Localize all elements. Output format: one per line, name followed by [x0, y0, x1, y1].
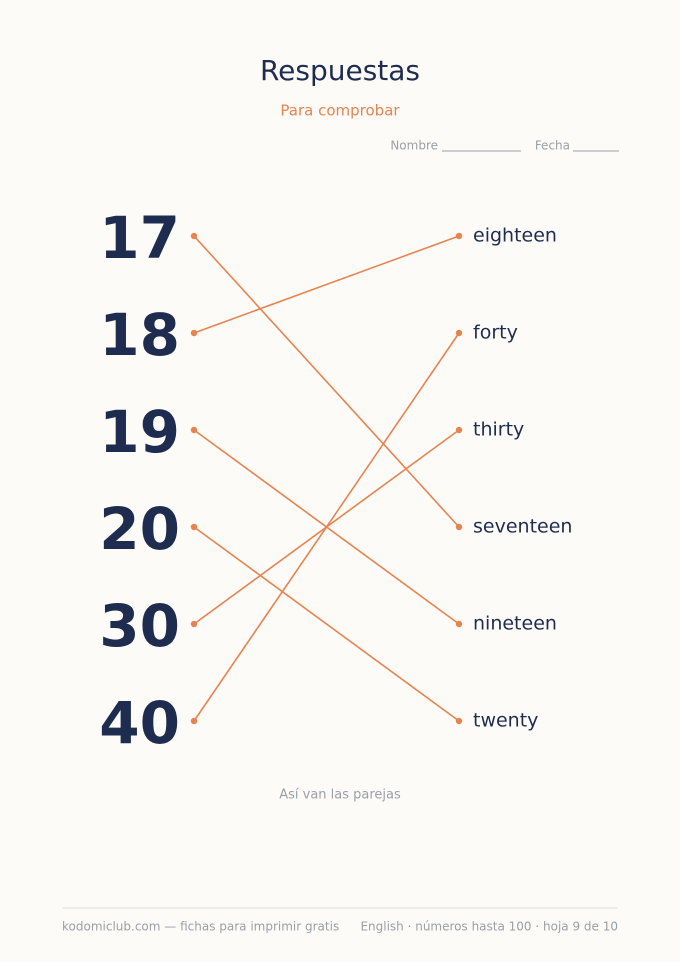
right-dot [455, 523, 463, 531]
left-dot [190, 426, 198, 434]
date-label: Fecha [535, 139, 570, 153]
number: 18 [99, 301, 180, 369]
word: nineteen [473, 613, 557, 635]
number: 17 [99, 204, 180, 272]
word: seventeen [473, 516, 572, 538]
number: 19 [99, 398, 180, 466]
footer-left: kodomiclub.com — fichas para imprimir gr… [62, 920, 339, 934]
answer-links [193, 235, 460, 722]
number: 20 [99, 495, 180, 563]
left-dot [190, 620, 198, 628]
word: forty [473, 322, 518, 344]
left-dot [190, 232, 198, 240]
right-dot [455, 232, 463, 240]
left-dot [190, 329, 198, 337]
word: twenty [473, 710, 538, 732]
left-dot [190, 717, 198, 725]
word: thirty [473, 419, 524, 441]
subtitle: Para comprobar [280, 102, 400, 120]
items: 17 18 19 20 30 40 eighteen forty thirty seventeen… [99, 204, 572, 757]
link [193, 235, 460, 334]
word: eighteen [473, 225, 557, 247]
right-dot [455, 329, 463, 337]
name-label: Nombre [390, 139, 438, 153]
number: 30 [99, 592, 180, 660]
number: 40 [99, 689, 180, 757]
link [193, 526, 460, 722]
link [193, 332, 460, 722]
right-dot [455, 426, 463, 434]
footer-right: English · números hasta 100 · hoja 9 de … [360, 920, 618, 934]
right-dot [455, 717, 463, 725]
right-dot [455, 620, 463, 628]
link [193, 235, 460, 528]
title: Respuestas [260, 54, 420, 87]
left-dot [190, 523, 198, 531]
caption: Así van las parejas [279, 788, 401, 803]
